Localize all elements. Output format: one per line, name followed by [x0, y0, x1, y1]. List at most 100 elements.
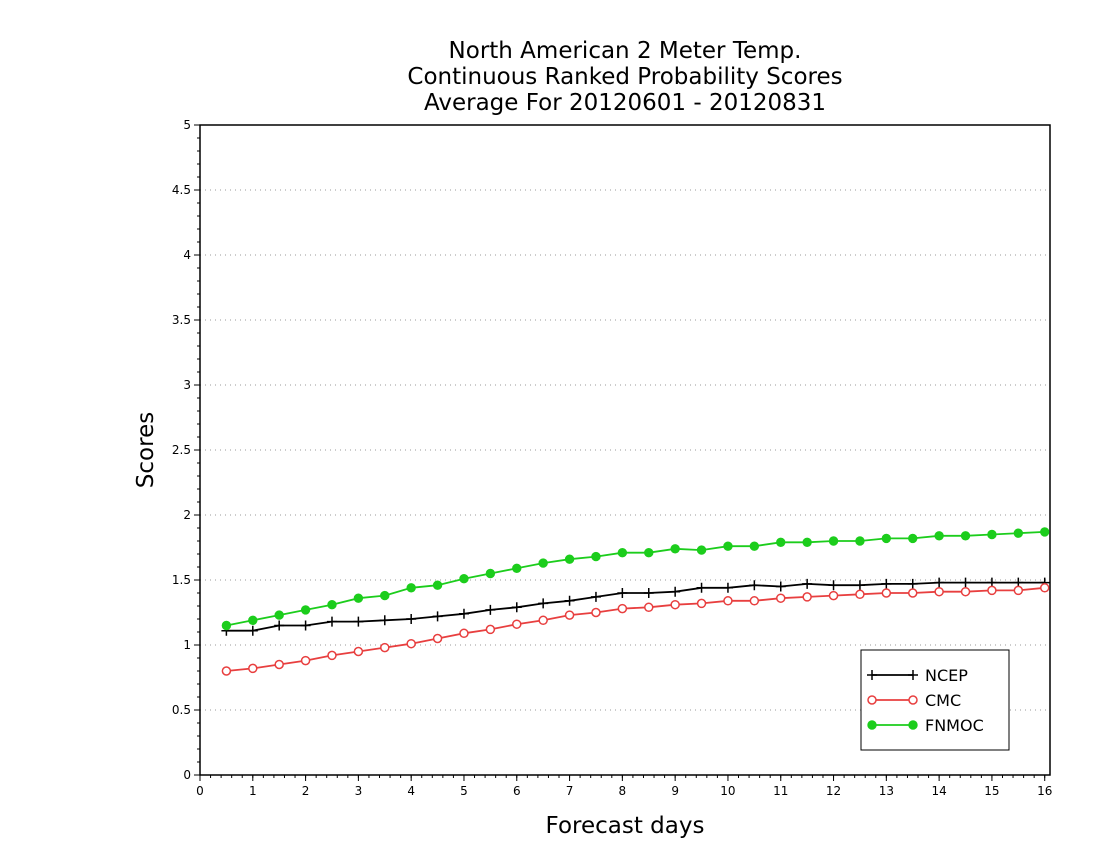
x-tick-label: 5: [460, 784, 468, 798]
legend-marker-cmc: [908, 695, 918, 705]
legend-marker-fnmoc: [908, 720, 918, 730]
data-point-ncep: [775, 581, 786, 592]
data-point-ncep: [353, 616, 364, 627]
legend-marker-fnmoc: [867, 720, 877, 730]
legend-label-cmc: CMC: [925, 691, 961, 710]
data-point-ncep: [828, 580, 839, 591]
data-point-fnmoc: [987, 529, 997, 540]
data-point-ncep: [379, 615, 390, 626]
series-line-ncep: [226, 581, 1045, 632]
data-point-cmc: [248, 663, 258, 674]
x-tick-label: 14: [931, 784, 946, 798]
x-tick-label: 8: [619, 784, 627, 798]
data-point-cmc: [934, 586, 944, 597]
legend-marker-cmc: [867, 695, 877, 705]
chart-title-line-2: Continuous Ranked Probability Scores: [407, 64, 843, 90]
data-point-cmc: [485, 624, 496, 635]
legend-marker-ncep: [867, 670, 877, 680]
y-tick-label: 1.5: [172, 573, 191, 587]
data-point-fnmoc: [749, 541, 760, 551]
data-point-ncep: [274, 620, 285, 631]
chart-title-line-1: North American 2 Meter Temp.: [448, 38, 802, 64]
data-point-cmc: [907, 588, 918, 598]
legend-label-ncep: NCEP: [925, 666, 968, 685]
y-axis-title: Scores: [133, 412, 159, 488]
data-point-fnmoc: [776, 537, 786, 547]
data-point-fnmoc: [327, 600, 337, 610]
x-tick-label: 4: [407, 784, 415, 798]
data-point-ncep: [564, 595, 575, 606]
data-point-ncep: [881, 578, 892, 589]
data-point-fnmoc: [406, 583, 416, 593]
x-tick-label: 12: [826, 784, 841, 798]
data-point-cmc: [644, 602, 654, 613]
chart-title: North American 2 Meter Temp. Continuous …: [200, 38, 1050, 116]
x-tick-label: 0: [196, 784, 204, 798]
data-point-ncep: [511, 602, 522, 613]
data-point-cmc: [327, 650, 337, 661]
x-tick-label: 11: [773, 784, 788, 798]
data-point-ncep: [749, 580, 760, 591]
chart-title-line-3: Average For 20120601 - 20120831: [423, 90, 827, 116]
data-point-cmc: [723, 596, 733, 606]
x-tick-label: 7: [566, 784, 574, 798]
data-point-fnmoc: [274, 610, 284, 620]
data-point-cmc: [696, 598, 707, 609]
x-tick-label: 1: [249, 784, 257, 798]
x-tick-label: 10: [720, 784, 735, 798]
data-point-fnmoc: [881, 533, 892, 544]
data-point-fnmoc: [934, 531, 944, 541]
data-point-fnmoc: [828, 536, 839, 546]
data-point-cmc: [987, 585, 997, 596]
data-point-ncep: [722, 582, 733, 593]
x-tick-label: 9: [671, 784, 679, 798]
data-point-cmc: [881, 588, 892, 598]
data-point-cmc: [512, 619, 522, 629]
data-point-ncep: [590, 591, 601, 602]
data-point-fnmoc: [908, 533, 918, 544]
data-point-fnmoc: [960, 531, 971, 541]
data-point-fnmoc: [459, 574, 469, 584]
data-point-ncep: [696, 582, 707, 593]
data-point-fnmoc: [564, 554, 575, 564]
y-tick-label: 0.5: [172, 703, 191, 717]
data-point-ncep: [854, 580, 865, 591]
data-point-fnmoc: [485, 568, 496, 579]
data-point-fnmoc: [670, 544, 680, 554]
data-point-ncep: [458, 608, 469, 619]
data-point-cmc: [828, 590, 839, 601]
data-point-cmc: [274, 659, 284, 670]
y-tick-label: 3: [183, 378, 191, 392]
data-point-fnmoc: [538, 558, 548, 568]
data-point-fnmoc: [512, 563, 522, 573]
data-point-cmc: [775, 593, 786, 603]
data-point-fnmoc: [1040, 527, 1050, 537]
axis-ticks: 00.511.522.533.544.550 1 2 3 4 5 6 7 8 9 10 11 12 13 1…: [172, 118, 1052, 798]
data-point-cmc: [749, 596, 760, 606]
data-point-fnmoc: [591, 551, 601, 562]
y-tick-label: 0: [183, 768, 191, 782]
x-tick-label: 13: [879, 784, 894, 798]
data-point-cmc: [380, 642, 390, 653]
data-point-cmc: [855, 589, 865, 600]
data-point-fnmoc: [617, 548, 628, 558]
data-point-cmc: [432, 633, 443, 644]
data-point-fnmoc: [1013, 528, 1024, 538]
x-tick-label: 6: [513, 784, 521, 798]
data-point-fnmoc: [300, 605, 311, 615]
data-point-ncep: [802, 578, 813, 589]
data-point-ncep: [485, 604, 496, 615]
data-point-ncep: [538, 598, 549, 609]
x-axis-title: Forecast days: [546, 813, 705, 839]
data-point-ncep: [960, 577, 971, 588]
legend-label-fnmoc: FNMOC: [925, 716, 984, 735]
data-point-fnmoc: [723, 541, 733, 551]
data-point-cmc: [221, 666, 232, 676]
series-layer: [221, 527, 1050, 676]
y-tick-label: 2.5: [172, 443, 191, 457]
data-point-cmc: [564, 610, 575, 620]
data-point-ncep: [300, 620, 311, 631]
data-point-cmc: [459, 628, 469, 639]
data-point-fnmoc: [802, 537, 812, 547]
